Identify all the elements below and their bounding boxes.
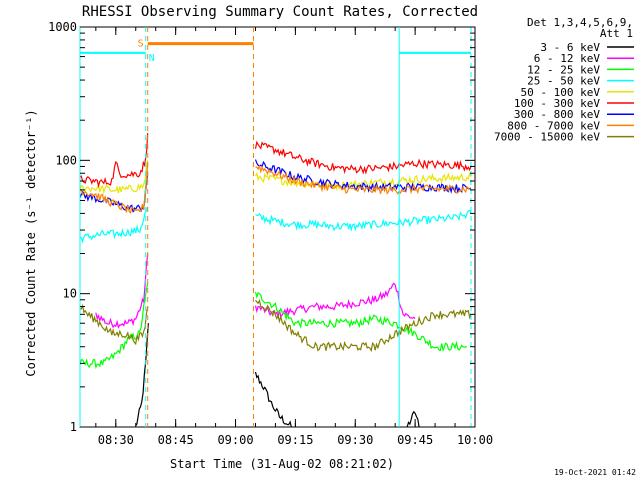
legend-label-6: 300 - 800 keV: [514, 108, 600, 121]
legend-label-8: 7000 - 15000 keV: [494, 131, 600, 144]
saa-flag-label: S: [138, 39, 144, 50]
series-line-5-segment-0: [79, 133, 149, 189]
y-tick-label-2: 100: [55, 153, 77, 167]
axis-ticks: 08:30 08:45 09:00 09:15 09:30 09:45 10:00 1 10 10…: [48, 20, 493, 447]
legend-label-2: 12 - 25 keV: [527, 63, 600, 76]
series-line-3-segment-1: [255, 209, 472, 232]
footer-timestamp: 19-Oct-2021 01:42: [554, 468, 636, 477]
legend-header-line1: Det 1,3,4,5,6,9,: [527, 16, 633, 29]
x-tick-label-5: 09:45: [397, 433, 433, 447]
night-flag-label: N: [149, 53, 155, 64]
y-tick-label-3: 1000: [48, 20, 77, 34]
legend-label-1: 6 - 12 keV: [534, 52, 601, 65]
plot-frame: [79, 26, 476, 428]
x-tick-label-4: 09:30: [337, 433, 373, 447]
series-line-4-segment-0: [79, 160, 149, 195]
series-line-1-segment-0: [95, 253, 149, 329]
series-line-3-segment-0: [79, 206, 149, 244]
series-line-2-segment-1: [254, 291, 468, 353]
series-line-8-segment-1: [255, 299, 472, 353]
x-tick-label-3: 09:15: [277, 433, 313, 447]
x-tick-label-0: 08:30: [98, 433, 134, 447]
legend-label-0: 3 - 6 keV: [540, 41, 600, 54]
legend-label-4: 50 - 100 keV: [521, 86, 601, 99]
chart-title: RHESSI Observing Summary Count Rates, Co…: [82, 4, 478, 20]
flag-labels: SN: [138, 39, 155, 64]
x-axis-label: Start Time (31-Aug-02 08:21:02): [170, 457, 394, 471]
legend-header-line2: Att 1: [600, 27, 633, 40]
y-axis-label: Corrected Count Rate (s⁻¹ detector⁻¹): [24, 109, 38, 376]
series-line-7-segment-1: [255, 164, 472, 195]
legend-label-3: 25 - 50 keV: [527, 75, 600, 88]
legend-label-7: 800 - 7000 keV: [507, 119, 600, 132]
y-tick-label-0: 1: [70, 420, 77, 434]
x-tick-label-2: 09:00: [217, 433, 253, 447]
series-line-0-segment-2: [406, 410, 420, 428]
series-line-8-segment-0: [79, 303, 149, 346]
plot-area: [79, 26, 476, 428]
series-line-1-segment-1: [254, 282, 416, 320]
x-tick-label-1: 08:45: [158, 433, 194, 447]
series-line-5-segment-1: [254, 140, 472, 175]
y-tick-label-1: 10: [63, 287, 77, 301]
series-line-0-segment-1: [254, 371, 292, 428]
legend-label-5: 100 - 300 keV: [514, 97, 600, 110]
series-line-4-segment-1: [254, 171, 472, 192]
series-line-7-segment-0: [79, 163, 149, 215]
series-line-6-segment-1: [254, 159, 472, 195]
x-tick-label-6: 10:00: [457, 433, 493, 447]
